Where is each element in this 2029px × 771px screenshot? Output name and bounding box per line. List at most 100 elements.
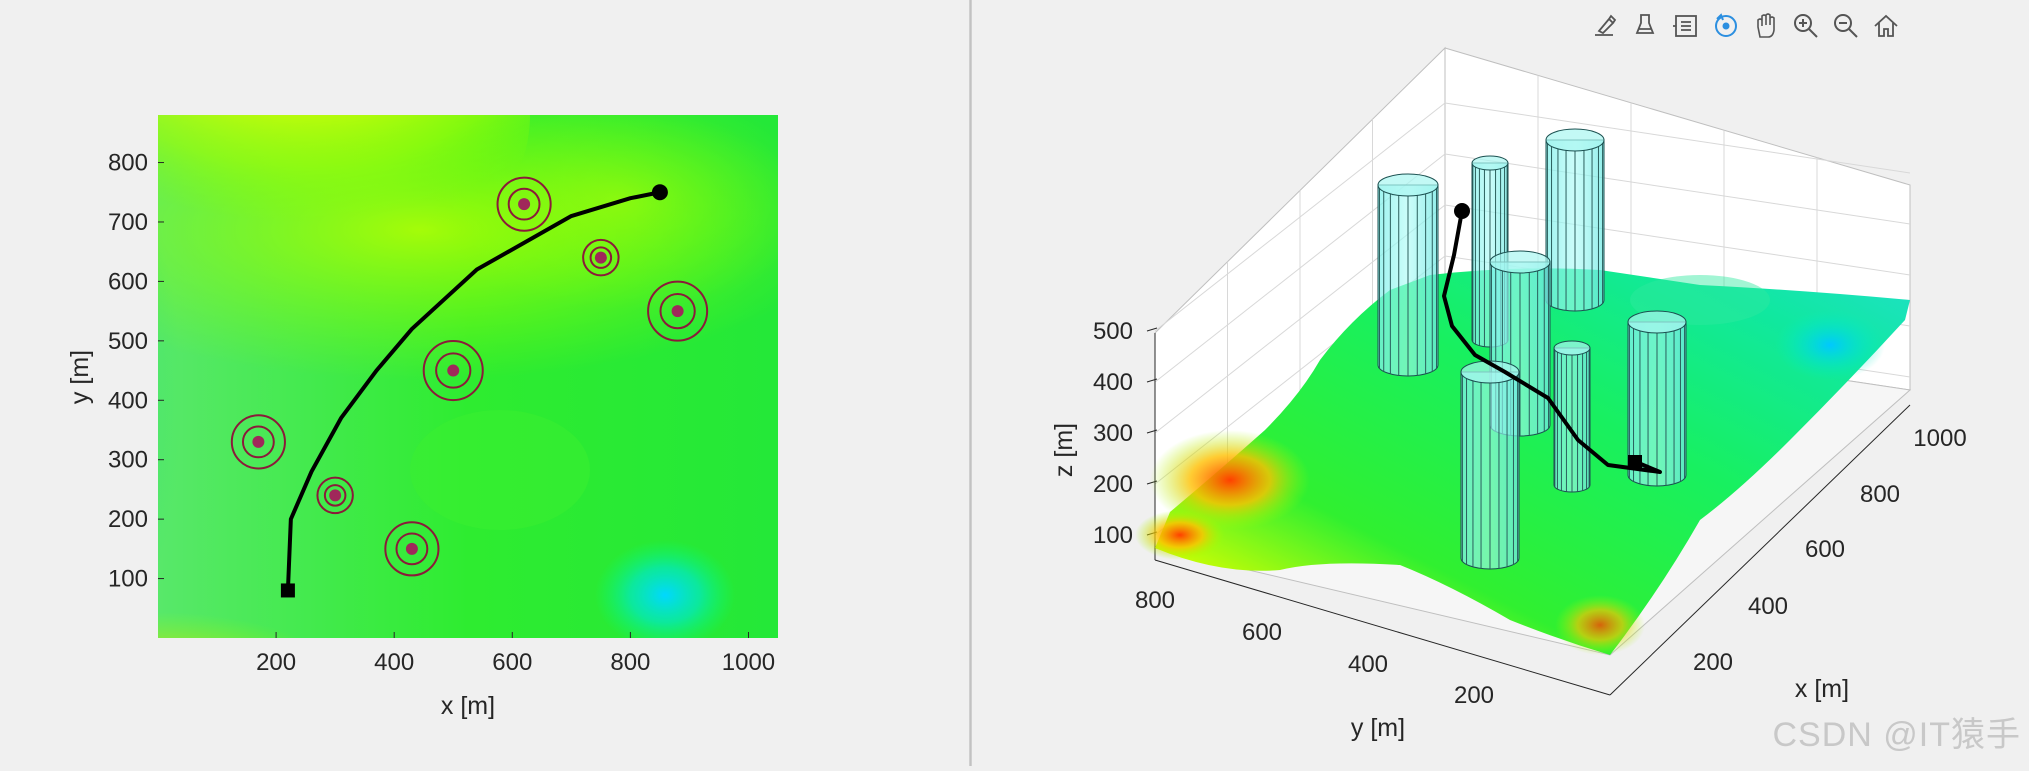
z-grid-right <box>1444 102 1911 174</box>
y-tick-label: 100 <box>108 566 148 593</box>
y-tick-label: 200 <box>1454 682 1494 709</box>
threat-center <box>447 364 460 377</box>
cylinder-top <box>1545 128 1605 152</box>
threat-outer-ring <box>422 340 484 402</box>
z-tick-label: 500 <box>1093 318 1133 345</box>
legend-button[interactable] <box>1668 8 1704 44</box>
cylinder-top <box>1489 250 1551 274</box>
z-tick-mark <box>1146 327 1158 332</box>
threat-outer-ring <box>647 280 709 342</box>
threat-center <box>405 542 418 555</box>
threat-inner-ring <box>241 425 275 459</box>
cylinder-top <box>1460 360 1520 384</box>
threat-outer-ring <box>582 238 620 277</box>
terrain-2d-chart: 200 400 600 800 1000 100 200 300 400 500 600 700 800… <box>66 115 778 720</box>
path-start-marker-3d <box>1454 203 1470 219</box>
threat-outer-ring <box>496 176 552 232</box>
y-tick-label: 700 <box>108 209 148 236</box>
x-tick-label: 400 <box>374 649 414 676</box>
threat-cylinder <box>1553 340 1591 493</box>
watermark-text: CSDN @IT猿手 <box>1772 716 2021 754</box>
cylinder-top <box>1471 155 1509 171</box>
x-tick-label: 1000 <box>722 649 775 676</box>
brush-edit-icon <box>1595 14 1617 36</box>
threat-center <box>671 305 684 318</box>
threat-cylinder <box>1627 310 1687 487</box>
axes-2d: 200 400 600 800 1000 100 200 300 400 500 600 700 800 <box>108 150 775 676</box>
y-axis-label: y [m] <box>66 350 94 404</box>
z-tick-label: 100 <box>1093 522 1133 549</box>
x-tick-label: 800 <box>1860 481 1900 508</box>
threat-outer-ring <box>230 414 286 470</box>
threat-zones <box>230 176 709 577</box>
rotate-3d-button[interactable] <box>1708 8 1744 44</box>
x-tick-label: 400 <box>1748 593 1788 620</box>
threat-cylinder <box>1377 173 1439 377</box>
path-end-marker <box>651 184 668 201</box>
threat-outer-ring <box>316 476 354 515</box>
terrain-surface <box>1135 268 1910 655</box>
threat-center <box>329 489 342 502</box>
threat-inner-ring <box>507 187 541 221</box>
path-end-marker-3d <box>1628 455 1642 469</box>
y-tick-label: 600 <box>1242 619 1282 646</box>
y-tick-label: 800 <box>108 150 148 177</box>
y-tick-label: 600 <box>108 268 148 295</box>
threat-inner-ring <box>435 352 472 389</box>
path-line-3d <box>1442 210 1662 474</box>
data-brush-icon <box>1635 14 1655 34</box>
threat-inner-ring <box>323 484 347 507</box>
x-axis-line <box>1609 404 1911 696</box>
x-tick-label: 200 <box>1693 649 1733 676</box>
z-axis-label-3d: z [m] <box>1050 423 1078 477</box>
threat-center <box>252 435 265 448</box>
y-tick-label: 300 <box>108 447 148 474</box>
cylinder-top <box>1627 310 1687 334</box>
flight-path-3d <box>1442 203 1662 474</box>
left-figure-panel: 200 400 600 800 1000 100 200 300 400 500 600 700 800… <box>0 0 970 766</box>
z-grid-right <box>1444 204 1911 276</box>
path-start-marker <box>280 583 295 598</box>
pan-hand-icon <box>1757 13 1775 38</box>
y-tick-label: 400 <box>108 387 148 414</box>
y-axis-label-3d: y [m] <box>1351 714 1405 742</box>
z-grid-right <box>1444 153 1911 225</box>
y-tick-label: 200 <box>108 506 148 533</box>
threat-center <box>594 251 607 264</box>
x-tick-label: 600 <box>1805 536 1845 563</box>
brush-edit-button[interactable] <box>1588 8 1624 44</box>
home-button[interactable] <box>1868 8 1904 44</box>
home-icon <box>1874 14 1898 37</box>
threat-inner-ring <box>659 293 696 330</box>
rotate-3d-icon <box>1715 13 1737 37</box>
right-figure-panel: 100 200 300 400 500 800 600 400 200 200 400 600 800 1… <box>972 0 2029 766</box>
pan-hand-button[interactable] <box>1748 8 1784 44</box>
z-tick-label: 400 <box>1093 369 1133 396</box>
threat-cylinder <box>1545 128 1605 312</box>
y-tick-label: 400 <box>1348 651 1388 678</box>
figure-toolbar <box>1588 4 1904 48</box>
x-tick-label: 1000 <box>1913 425 1966 452</box>
y-axis-line <box>1154 559 1611 696</box>
zoom-out-button[interactable] <box>1828 8 1864 44</box>
zoom-in-icon <box>1794 14 1818 38</box>
data-brush-button[interactable] <box>1628 8 1664 44</box>
cylinder-top <box>1377 173 1439 197</box>
panel-divider[interactable] <box>969 0 972 766</box>
y-tick-label: 500 <box>108 328 148 355</box>
x-tick-label: 200 <box>256 649 296 676</box>
x-axis-label: x [m] <box>441 692 495 720</box>
x-axis-label-3d: x [m] <box>1795 675 1849 703</box>
z-tick-label: 200 <box>1093 471 1133 498</box>
threat-center <box>518 198 531 211</box>
flight-path-2d <box>280 184 668 598</box>
y-tick-label: 800 <box>1135 587 1175 614</box>
zoom-in-button[interactable] <box>1788 8 1824 44</box>
threat-cylinder <box>1460 360 1520 570</box>
zoom-out-icon <box>1834 14 1858 38</box>
cylinder-top <box>1553 340 1591 356</box>
path-line <box>285 190 661 591</box>
x-tick-label: 800 <box>610 649 650 676</box>
terrain-3d-chart: 100 200 300 400 500 800 600 400 200 200 400 600 800 1… <box>1050 46 1967 742</box>
terrain-image <box>158 115 778 638</box>
